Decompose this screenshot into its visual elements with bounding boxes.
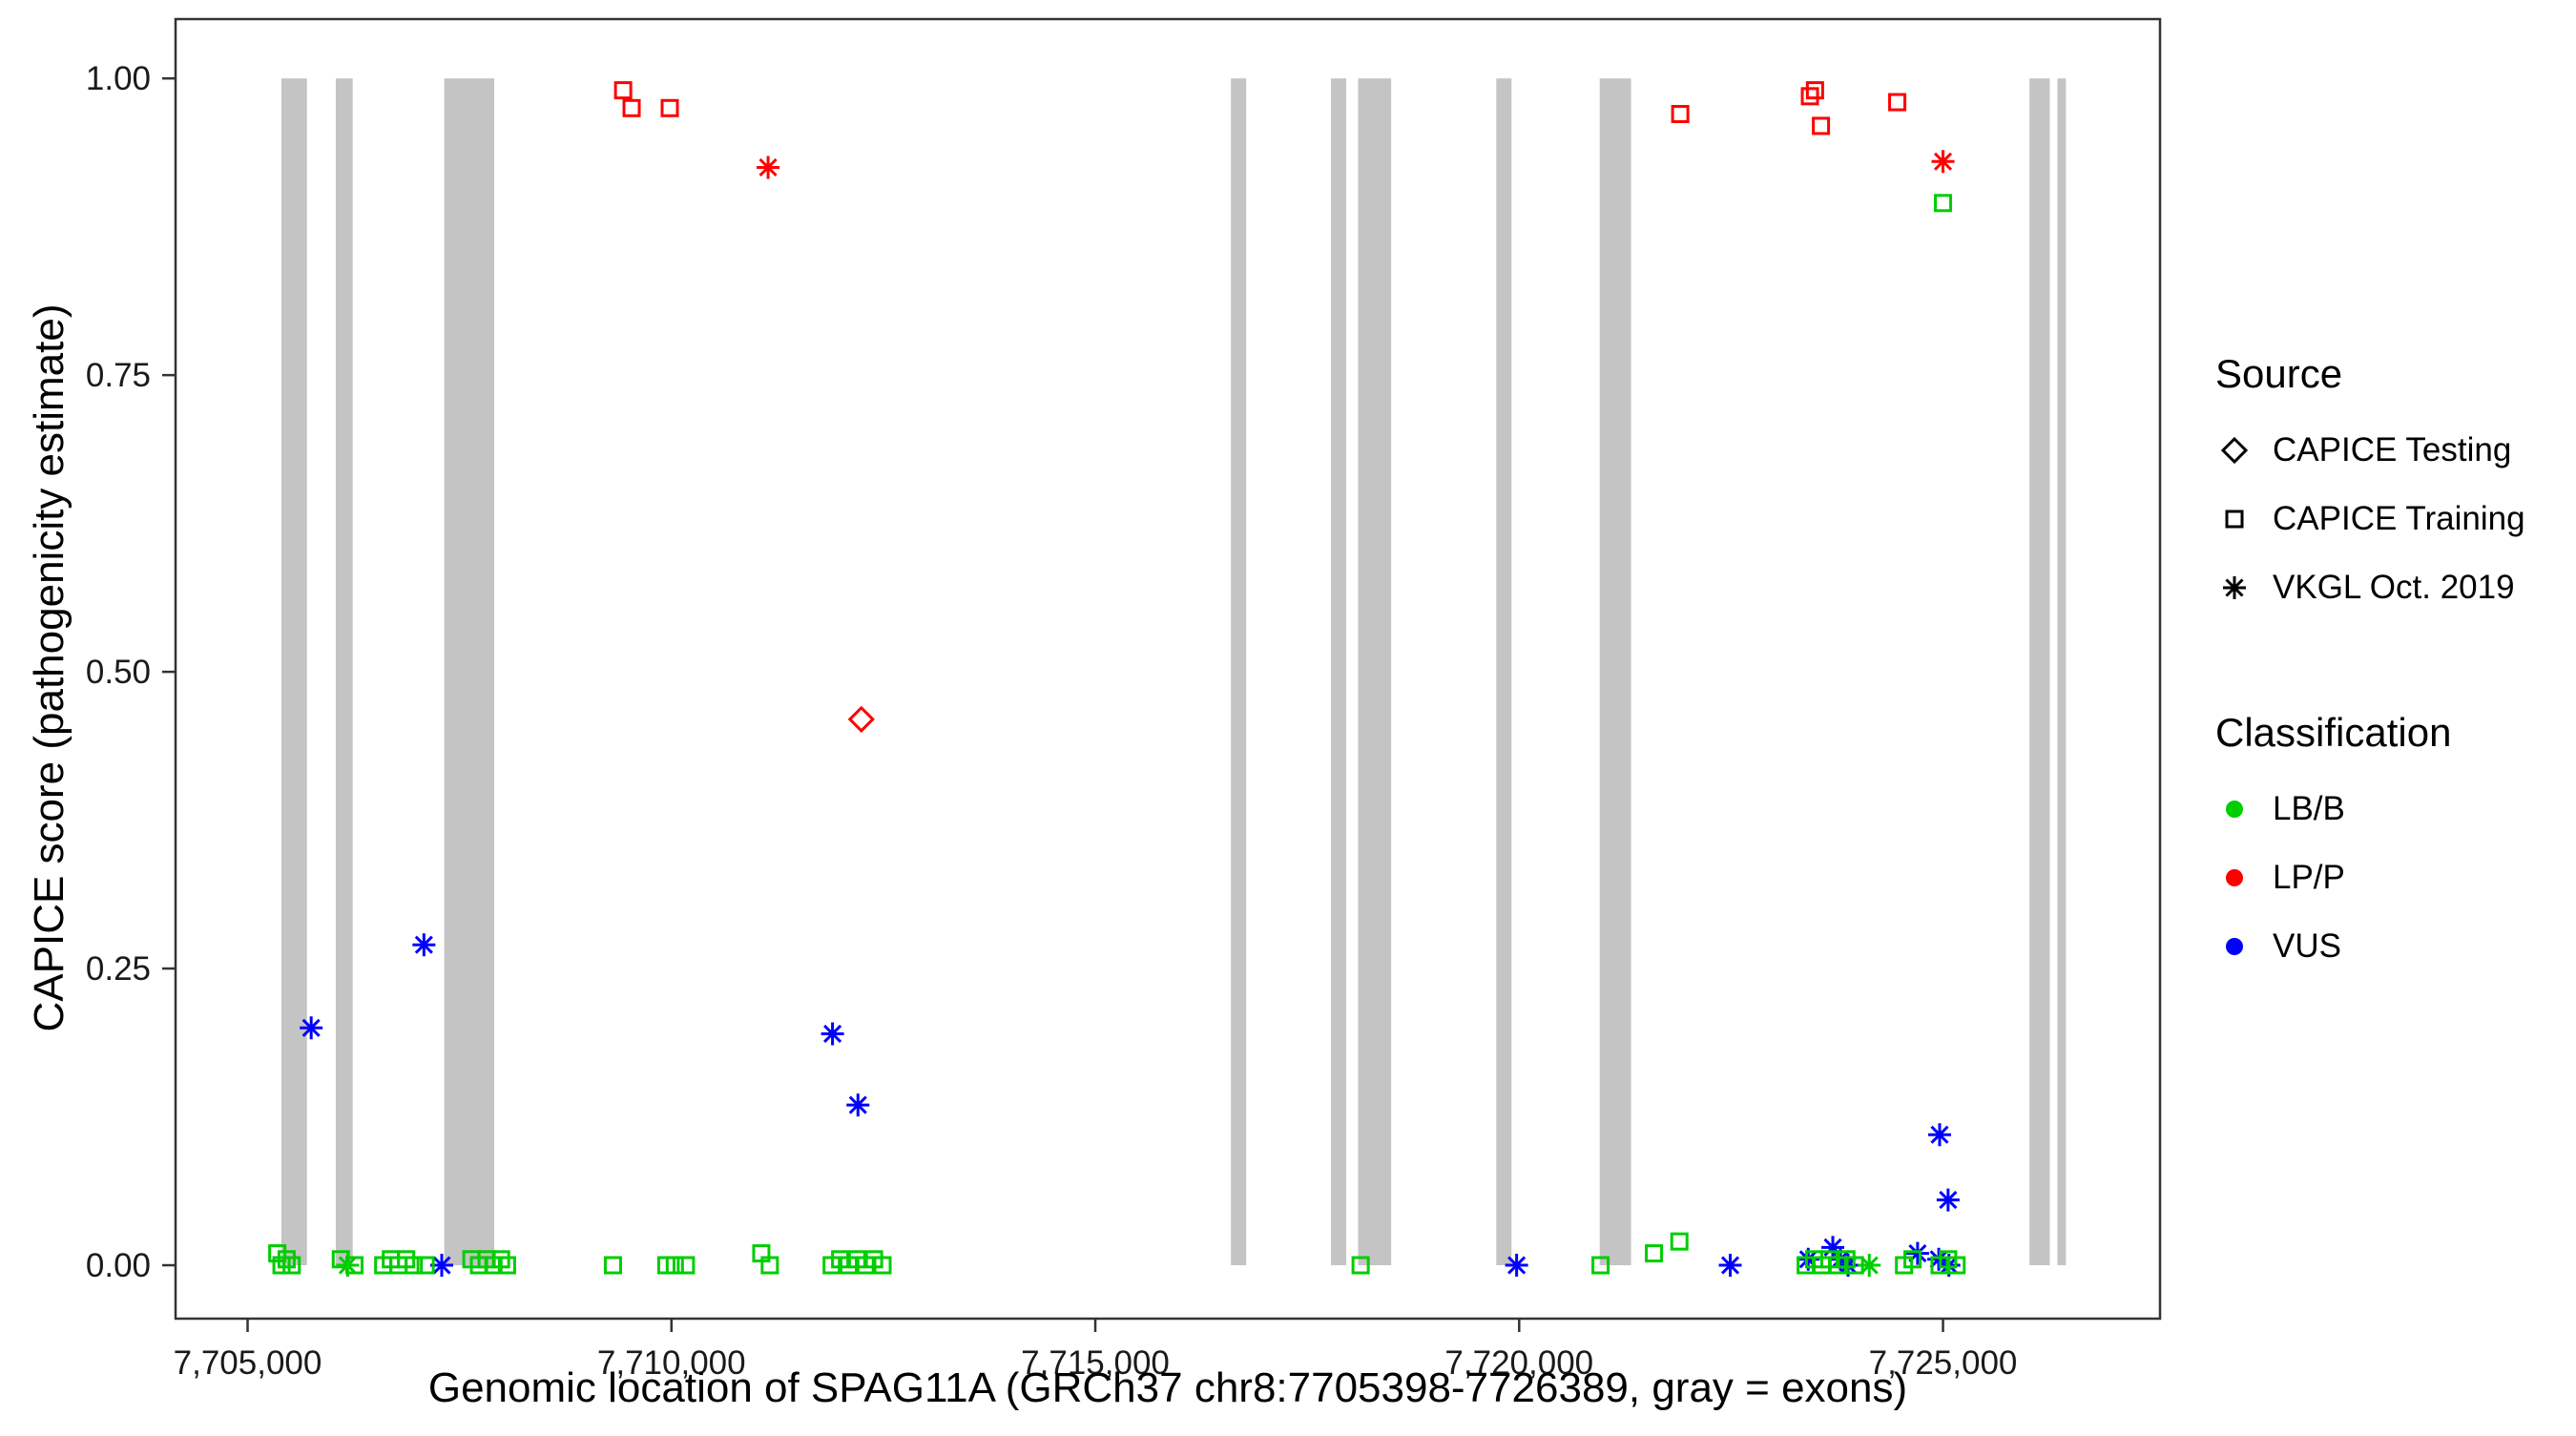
point-square — [282, 1256, 301, 1275]
exon-bar — [2029, 78, 2050, 1266]
legend-item-lbb: LB/B — [2215, 775, 2525, 843]
legend-item-label: CAPICE Training — [2273, 500, 2525, 537]
legend-source-title: Source — [2215, 351, 2343, 396]
point-square — [622, 98, 641, 117]
x-tick-label: 7,715,000 — [1021, 1344, 1170, 1382]
point-square — [416, 1256, 435, 1275]
point-square — [331, 1250, 350, 1269]
legend-item-label: LP/P — [2273, 859, 2345, 896]
point-square — [1645, 1244, 1664, 1263]
point-asterisk — [1718, 1254, 1742, 1278]
legend-classification-section: Classification LB/B LP/P VUS — [2215, 710, 2525, 981]
point-square — [1888, 93, 1907, 112]
point-square — [272, 1256, 291, 1275]
circle-red-icon — [2226, 869, 2243, 886]
point-square — [665, 1256, 684, 1275]
x-tick-label: 7,710,000 — [597, 1344, 746, 1382]
legend-item-capice-testing: CAPICE Testing — [2215, 416, 2525, 485]
exon-bar — [1599, 78, 1631, 1266]
point-square — [1947, 1256, 1966, 1275]
legend-source-section: Source CAPICE Testing CAPICE Training VK… — [2215, 351, 2525, 622]
y-tick-label: 0.25 — [86, 950, 151, 988]
y-axis-title: CAPICE score (pathogenicity estimate) — [26, 303, 73, 1032]
point-square — [613, 81, 633, 100]
point-asterisk — [1905, 1241, 1929, 1265]
point-square — [344, 1256, 364, 1275]
legend-item-label: VKGL Oct. 2019 — [2273, 569, 2515, 606]
x-tick-label: 7,725,000 — [1869, 1344, 2018, 1382]
y-tick-label: 1.00 — [86, 60, 151, 97]
point-square — [277, 1250, 296, 1269]
exon-bar — [335, 78, 353, 1266]
point-asterisk — [1858, 1254, 1881, 1278]
point-square — [491, 1250, 510, 1269]
point-square — [760, 1256, 779, 1275]
exon-bar — [1358, 78, 1392, 1266]
point-square — [603, 1256, 622, 1275]
point-asterisk — [1821, 1236, 1845, 1259]
legend-classification-title: Classification — [2215, 710, 2452, 755]
legend-item-vus: VUS — [2215, 912, 2525, 981]
point-square — [1670, 1232, 1689, 1251]
y-tick-label: 0.50 — [86, 654, 151, 691]
point-square — [676, 1256, 696, 1275]
point-square — [1934, 194, 1953, 213]
point-asterisk — [846, 1093, 870, 1117]
x-tick-label: 7,705,000 — [174, 1344, 322, 1382]
legend-item-lpp: LP/P — [2215, 843, 2525, 912]
point-square — [660, 98, 679, 117]
asterisk-icon — [2223, 576, 2246, 599]
point-asterisk — [821, 1022, 844, 1046]
point-square — [1800, 87, 1819, 106]
square-icon — [2225, 510, 2244, 529]
point-square — [1805, 81, 1824, 100]
x-axis-title: Genomic location of SPAG11A (GRCh37 chr8… — [427, 1364, 1908, 1411]
y-tick-label: 0.75 — [86, 357, 151, 394]
legend-item-label: CAPICE Testing — [2273, 431, 2512, 468]
point-square — [1812, 116, 1831, 135]
circle-blue-icon — [2226, 938, 2243, 955]
point-asterisk — [1931, 150, 1955, 174]
exon-bar — [1331, 78, 1347, 1266]
point-asterisk — [757, 156, 780, 179]
point-asterisk — [300, 1016, 323, 1040]
point-square — [1671, 105, 1690, 124]
legend: Source CAPICE Testing CAPICE Training VK… — [2215, 351, 2525, 981]
exon-bar — [2057, 78, 2067, 1266]
point-asterisk — [1797, 1247, 1820, 1271]
circle-green-icon — [2226, 801, 2243, 818]
panel-border — [174, 17, 2162, 1321]
legend-item-label: VUS — [2273, 927, 2341, 965]
legend-item-vkgl: VKGL Oct. 2019 — [2215, 553, 2525, 622]
diamond-icon — [2220, 436, 2249, 465]
exon-bar — [1496, 78, 1512, 1266]
exon-bar — [444, 78, 495, 1266]
point-asterisk — [1505, 1254, 1528, 1278]
point-square — [1351, 1256, 1370, 1275]
legend-item-capice-training: CAPICE Training — [2215, 485, 2525, 553]
exon-bar — [1231, 78, 1247, 1266]
point-asterisk — [412, 933, 436, 957]
point-square — [1903, 1250, 1922, 1269]
point-asterisk — [1927, 1123, 1951, 1147]
point-asterisk — [1936, 1188, 1960, 1212]
exon-bar — [280, 78, 307, 1266]
legend-item-label: LB/B — [2273, 790, 2345, 827]
y-tick-label: 0.00 — [86, 1247, 151, 1284]
point-asterisk — [1927, 1247, 1951, 1271]
point-square — [268, 1244, 287, 1263]
point-square — [1845, 1256, 1864, 1275]
point-diamond — [847, 705, 875, 733]
point-square — [1591, 1256, 1610, 1275]
point-square — [405, 1256, 424, 1275]
x-tick-label: 7,720,000 — [1444, 1344, 1593, 1382]
point-square — [873, 1256, 892, 1275]
point-asterisk — [429, 1254, 453, 1278]
point-square — [497, 1256, 516, 1275]
